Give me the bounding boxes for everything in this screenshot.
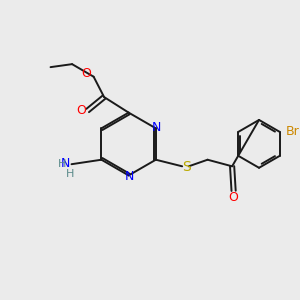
Text: Br: Br — [285, 125, 299, 138]
Text: O: O — [81, 67, 91, 80]
Text: N: N — [124, 169, 134, 182]
Text: N: N — [61, 157, 70, 170]
Text: N: N — [152, 121, 161, 134]
Text: O: O — [76, 104, 86, 117]
Text: S: S — [182, 160, 190, 174]
Text: O: O — [229, 191, 238, 204]
Text: H: H — [58, 159, 66, 169]
Text: H: H — [66, 169, 74, 179]
